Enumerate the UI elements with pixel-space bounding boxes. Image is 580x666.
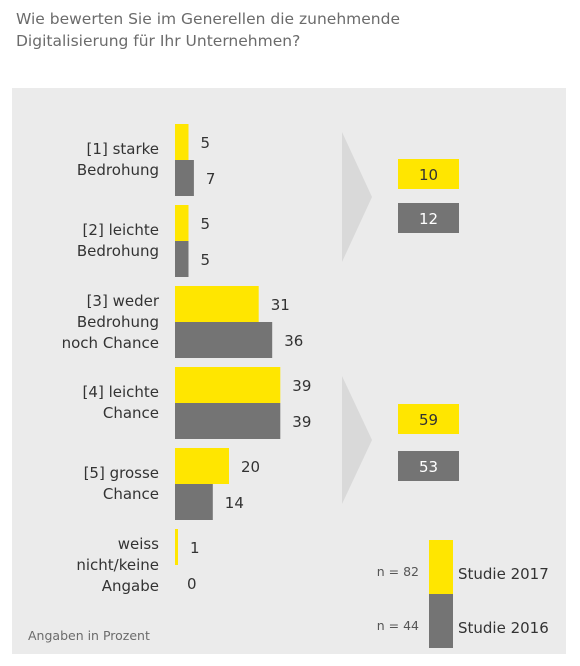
category-label-line: Bedrohung [76, 312, 159, 331]
title-line-2: Digitalisierung für Ihr Unternehmen? [16, 32, 301, 50]
summary-value: 53 [419, 458, 438, 476]
data-label: 39 [292, 413, 311, 431]
legend-series-name: Studie 2016 [458, 619, 549, 637]
bar-1-2016 [175, 160, 194, 196]
data-label: 14 [225, 494, 244, 512]
title-line-1: Wie bewerten Sie im Generellen die zuneh… [16, 10, 400, 28]
category-label-line: weiss [117, 534, 159, 553]
summary-box-2017 [398, 159, 459, 189]
category-label: [1] starke Bedrohung [77, 139, 159, 181]
category-label-line: Chance [102, 485, 159, 503]
bar-5-2016 [175, 484, 213, 520]
summary-value: 12 [419, 210, 438, 228]
data-label: 20 [241, 458, 260, 476]
chart-title: Wie bewerten Sie im Generellen die zuneh… [16, 8, 556, 52]
legend-swatch-2016 [429, 594, 453, 648]
summary-box-2017 [398, 404, 459, 434]
category-label-line: [1] starke [86, 140, 159, 158]
summary-arrow [342, 132, 372, 262]
data-label: 39 [292, 377, 311, 395]
data-label: 5 [201, 215, 211, 233]
category-label-line: [2] leichte [82, 221, 159, 239]
data-label: 5 [201, 134, 211, 152]
category-label-line: [3] weder [86, 291, 159, 310]
category-label: [2] leichte Bedrohung [77, 220, 159, 262]
category-label-line: Bedrohung [76, 242, 159, 260]
category-label: [5] grosse Chance [84, 463, 159, 505]
summary-value: 10 [419, 166, 438, 184]
legend-n-label: n = 44 [377, 618, 419, 633]
category-label-line: [4] leichte [82, 383, 159, 401]
bar-3-2016 [175, 322, 273, 358]
chart-panel [12, 88, 566, 654]
legend-n-label: n = 82 [377, 564, 419, 579]
category-label: [3] weder Bedrohung noch Chance [62, 291, 159, 354]
footnote: Angaben in Prozent [28, 628, 150, 643]
category-label-line: Bedrohung [76, 161, 159, 179]
category-label: [4] leichte Chance [83, 382, 159, 424]
bar-4-2016 [175, 403, 281, 439]
summary-arrow [342, 376, 372, 504]
category-label-line: noch Chance [61, 333, 159, 352]
summary-box-2016 [398, 203, 459, 233]
data-label: 36 [284, 332, 303, 350]
legend-swatch-2017 [429, 540, 453, 594]
data-label: 31 [271, 296, 290, 314]
bar-5-2017 [175, 448, 229, 484]
legend-series-name: Studie 2017 [458, 565, 549, 583]
summary-box-2016 [398, 451, 459, 481]
category-label-line: Chance [102, 404, 159, 422]
bar-4-2017 [175, 367, 281, 403]
bar-2-2017 [175, 205, 189, 241]
data-label: 5 [201, 251, 211, 269]
bar-2-2016 [175, 241, 189, 277]
data-label: 0 [187, 575, 197, 593]
bar-3-2017 [175, 286, 259, 322]
category-label-line: [5] grosse [83, 464, 159, 482]
bar-1-2017 [175, 124, 189, 160]
data-label: 1 [190, 539, 200, 557]
data-label: 7 [206, 170, 216, 188]
bar-6-2017 [175, 529, 178, 565]
category-label-line: nicht/keine [76, 555, 159, 574]
category-label: weiss nicht/keine Angabe [76, 534, 159, 597]
category-label-line: Angabe [101, 576, 159, 595]
summary-value: 59 [419, 411, 438, 429]
